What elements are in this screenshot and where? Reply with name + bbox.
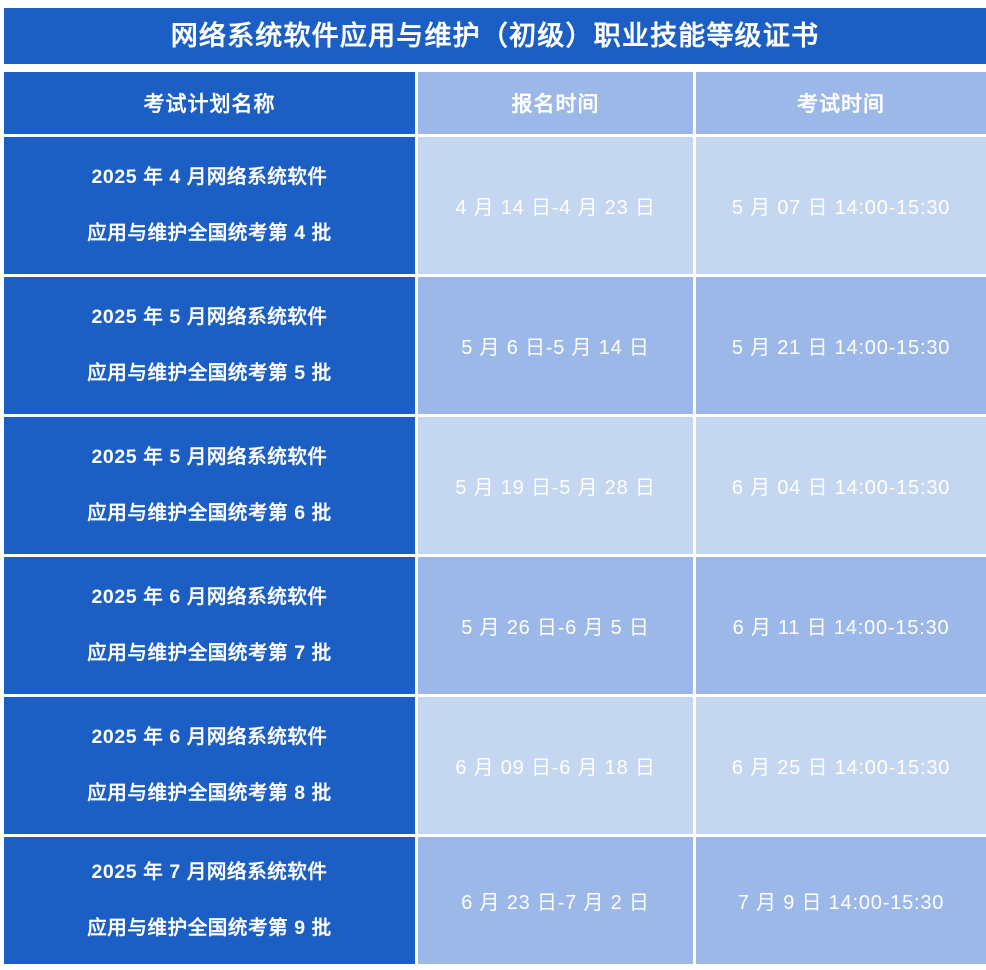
cell-exam-time: 6 月 04 日 14:00-15:30 [696, 417, 986, 557]
table-row: 2025 年 4 月网络系统软件 应用与维护全国统考第 4 批 4 月 14 日… [4, 137, 986, 277]
exam-schedule-table: 考试计划名称 报名时间 考试时间 2025 年 4 月网络系统软件 应用与维护全… [4, 72, 986, 964]
plan-name-line-2: 应用与维护全国统考第 8 批 [87, 781, 332, 804]
plan-name-line-1: 2025 年 7 月网络系统软件 [91, 861, 328, 883]
cell-plan-name: 2025 年 5 月网络系统软件 应用与维护全国统考第 6 批 [4, 417, 418, 557]
plan-name-line-1: 2025 年 5 月网络系统软件 [91, 446, 328, 468]
cell-registration-time: 5 月 26 日-6 月 5 日 [418, 557, 696, 697]
table-body: 2025 年 4 月网络系统软件 应用与维护全国统考第 4 批 4 月 14 日… [4, 137, 986, 964]
cell-exam-time: 5 月 07 日 14:00-15:30 [696, 137, 986, 277]
plan-name-line-1: 2025 年 5 月网络系统软件 [91, 306, 328, 328]
cell-registration-time: 6 月 23 日-7 月 2 日 [418, 837, 696, 964]
column-header-plan-name: 考试计划名称 [4, 72, 418, 137]
table-row: 2025 年 7 月网络系统软件 应用与维护全国统考第 9 批 6 月 23 日… [4, 837, 986, 964]
cell-registration-time: 4 月 14 日-4 月 23 日 [418, 137, 696, 277]
cell-registration-time: 5 月 6 日-5 月 14 日 [418, 277, 696, 417]
table-row: 2025 年 5 月网络系统软件 应用与维护全国统考第 6 批 5 月 19 日… [4, 417, 986, 557]
cell-plan-name: 2025 年 7 月网络系统软件 应用与维护全国统考第 9 批 [4, 837, 418, 964]
plan-name-line-1: 2025 年 6 月网络系统软件 [91, 726, 328, 748]
cell-plan-name: 2025 年 5 月网络系统软件 应用与维护全国统考第 5 批 [4, 277, 418, 417]
cell-registration-time: 5 月 19 日-5 月 28 日 [418, 417, 696, 557]
plan-name-line-2: 应用与维护全国统考第 4 批 [87, 221, 332, 244]
cell-exam-time: 5 月 21 日 14:00-15:30 [696, 277, 986, 417]
plan-name-line-2: 应用与维护全国统考第 7 批 [87, 641, 332, 664]
table-row: 2025 年 6 月网络系统软件 应用与维护全国统考第 8 批 6 月 09 日… [4, 697, 986, 837]
cell-exam-time: 6 月 25 日 14:00-15:30 [696, 697, 986, 837]
plan-name-line-1: 2025 年 4 月网络系统软件 [91, 166, 328, 188]
title-banner: 网络系统软件应用与维护（初级）职业技能等级证书 [4, 8, 986, 64]
cell-plan-name: 2025 年 6 月网络系统软件 应用与维护全国统考第 7 批 [4, 557, 418, 697]
column-header-registration-time: 报名时间 [418, 72, 696, 137]
cell-exam-time: 7 月 9 日 14:00-15:30 [696, 837, 986, 964]
table-header-row: 考试计划名称 报名时间 考试时间 [4, 72, 986, 137]
plan-name-line-2: 应用与维护全国统考第 6 批 [87, 501, 332, 524]
plan-name-line-2: 应用与维护全国统考第 9 批 [87, 916, 332, 939]
table-row: 2025 年 6 月网络系统软件 应用与维护全国统考第 7 批 5 月 26 日… [4, 557, 986, 697]
plan-name-line-1: 2025 年 6 月网络系统软件 [91, 586, 328, 608]
cell-registration-time: 6 月 09 日-6 月 18 日 [418, 697, 696, 837]
cell-exam-time: 6 月 11 日 14:00-15:30 [696, 557, 986, 697]
table-row: 2025 年 5 月网络系统软件 应用与维护全国统考第 5 批 5 月 6 日-… [4, 277, 986, 417]
cell-plan-name: 2025 年 6 月网络系统软件 应用与维护全国统考第 8 批 [4, 697, 418, 837]
plan-name-line-2: 应用与维护全国统考第 5 批 [87, 361, 332, 384]
cell-plan-name: 2025 年 4 月网络系统软件 应用与维护全国统考第 4 批 [4, 137, 418, 277]
column-header-exam-time: 考试时间 [696, 72, 986, 137]
page-title: 网络系统软件应用与维护（初级）职业技能等级证书 [170, 20, 820, 51]
